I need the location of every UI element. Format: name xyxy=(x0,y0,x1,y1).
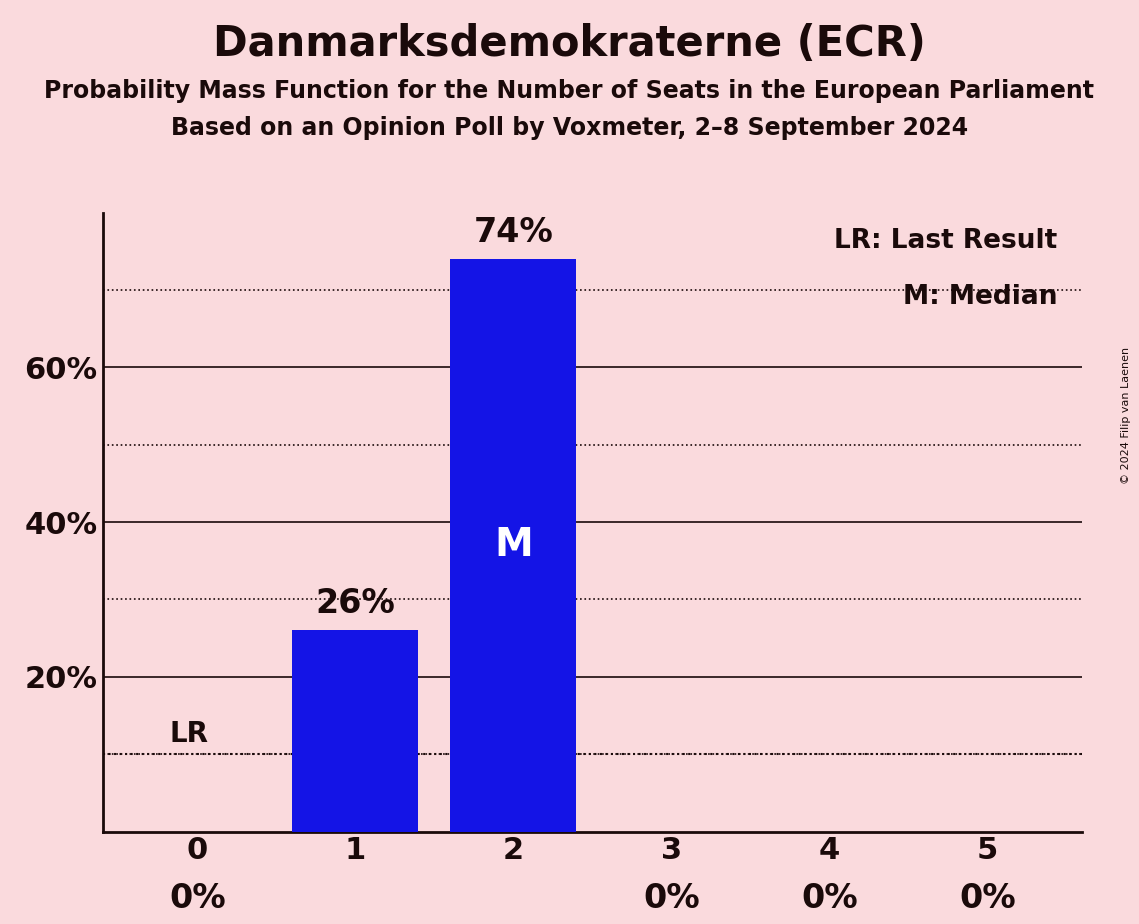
Text: Probability Mass Function for the Number of Seats in the European Parliament: Probability Mass Function for the Number… xyxy=(44,79,1095,103)
Text: M: Median: M: Median xyxy=(903,284,1057,310)
Text: 0%: 0% xyxy=(801,881,858,915)
Text: Danmarksdemokraterne (ECR): Danmarksdemokraterne (ECR) xyxy=(213,23,926,65)
Text: 74%: 74% xyxy=(474,216,554,249)
Text: 26%: 26% xyxy=(316,588,395,620)
Bar xyxy=(450,259,576,832)
Bar xyxy=(292,630,418,832)
Text: LR: LR xyxy=(170,720,208,748)
Text: 0%: 0% xyxy=(642,881,699,915)
Text: Based on an Opinion Poll by Voxmeter, 2–8 September 2024: Based on an Opinion Poll by Voxmeter, 2–… xyxy=(171,116,968,140)
Text: © 2024 Filip van Laenen: © 2024 Filip van Laenen xyxy=(1121,347,1131,484)
Text: 0%: 0% xyxy=(169,881,226,915)
Text: 0%: 0% xyxy=(959,881,1016,915)
Text: M: M xyxy=(494,527,533,565)
Text: LR: Last Result: LR: Last Result xyxy=(834,228,1057,254)
